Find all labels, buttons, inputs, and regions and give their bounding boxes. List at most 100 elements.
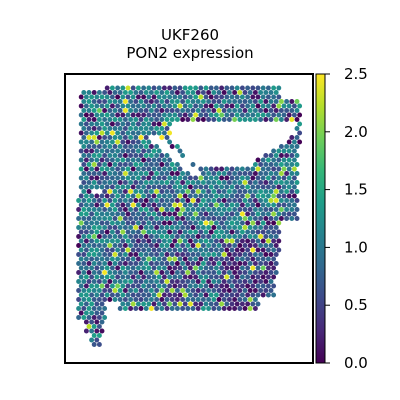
spot bbox=[258, 180, 264, 185]
spot bbox=[268, 225, 274, 230]
spot bbox=[245, 274, 251, 280]
spot bbox=[86, 189, 92, 194]
spot bbox=[81, 315, 87, 320]
spot bbox=[83, 94, 89, 100]
spot bbox=[143, 189, 149, 194]
spot bbox=[294, 207, 300, 212]
spot bbox=[265, 283, 271, 289]
spot bbox=[271, 112, 277, 118]
spot bbox=[276, 247, 282, 253]
spot bbox=[278, 171, 284, 176]
spot bbox=[234, 175, 240, 181]
spot bbox=[76, 306, 82, 311]
spot bbox=[117, 117, 123, 122]
spot bbox=[102, 180, 108, 185]
colorbar-tick-label: 0.0 bbox=[344, 354, 368, 372]
spot bbox=[182, 94, 188, 100]
spot bbox=[219, 220, 225, 226]
spot bbox=[177, 211, 183, 217]
spot bbox=[229, 175, 235, 181]
spot bbox=[291, 166, 297, 172]
spot bbox=[174, 207, 180, 212]
spot bbox=[213, 229, 219, 235]
spot bbox=[146, 85, 152, 91]
spot bbox=[130, 112, 136, 118]
spot bbox=[120, 292, 126, 298]
spot bbox=[102, 135, 108, 140]
spot bbox=[239, 112, 245, 118]
spot bbox=[242, 243, 248, 248]
spot bbox=[102, 144, 108, 149]
spot bbox=[138, 189, 144, 194]
spot bbox=[117, 297, 123, 302]
spot bbox=[148, 198, 154, 203]
spot bbox=[185, 189, 191, 194]
spot bbox=[112, 279, 118, 284]
spot bbox=[141, 112, 147, 118]
spot bbox=[135, 112, 141, 118]
spot bbox=[130, 148, 136, 154]
spot bbox=[115, 175, 121, 181]
spot bbox=[182, 103, 188, 109]
spot bbox=[234, 274, 240, 280]
spot bbox=[104, 130, 110, 136]
colorbar-tick-label: 2.5 bbox=[344, 65, 368, 83]
chart-title: UKF260 PON2 expression bbox=[0, 26, 380, 62]
spot bbox=[122, 288, 128, 293]
spot bbox=[135, 139, 141, 145]
spot bbox=[96, 261, 102, 266]
spot bbox=[78, 256, 84, 262]
spot bbox=[86, 288, 92, 293]
spot bbox=[122, 261, 128, 266]
spot bbox=[122, 225, 128, 230]
spot bbox=[255, 103, 261, 109]
spot bbox=[117, 144, 123, 149]
spot bbox=[211, 288, 217, 293]
spot bbox=[164, 117, 170, 122]
spot bbox=[159, 207, 165, 212]
spot bbox=[164, 108, 170, 113]
spot bbox=[159, 279, 165, 284]
spot bbox=[226, 261, 232, 266]
spot bbox=[198, 229, 204, 235]
spot bbox=[177, 94, 183, 100]
spot bbox=[206, 252, 212, 257]
spot bbox=[115, 193, 121, 199]
spot bbox=[107, 198, 113, 203]
spot bbox=[128, 288, 134, 293]
spot bbox=[263, 225, 269, 230]
spot bbox=[99, 220, 105, 226]
spot bbox=[250, 274, 256, 280]
spot bbox=[120, 166, 126, 172]
spot bbox=[271, 166, 277, 172]
spot bbox=[104, 238, 110, 244]
spot bbox=[193, 256, 199, 262]
spot bbox=[234, 283, 240, 289]
spot bbox=[221, 216, 227, 221]
spot bbox=[229, 103, 235, 109]
spot bbox=[203, 220, 209, 226]
spot bbox=[200, 117, 206, 122]
spot bbox=[203, 211, 209, 217]
spot bbox=[268, 216, 274, 221]
spot bbox=[263, 261, 269, 266]
spot bbox=[91, 108, 97, 113]
spot bbox=[86, 324, 92, 329]
spot bbox=[198, 220, 204, 226]
spot bbox=[167, 256, 173, 262]
spot bbox=[229, 211, 235, 217]
spot bbox=[86, 126, 92, 131]
spot bbox=[102, 117, 108, 122]
spot bbox=[164, 126, 170, 131]
spot bbox=[102, 243, 108, 248]
spot bbox=[128, 162, 134, 167]
spot bbox=[187, 202, 193, 208]
spot bbox=[120, 130, 126, 136]
spot bbox=[268, 162, 274, 167]
spot bbox=[143, 144, 149, 149]
spot bbox=[211, 297, 217, 302]
spot bbox=[154, 117, 160, 122]
spot bbox=[156, 166, 162, 172]
spot bbox=[185, 216, 191, 221]
spot bbox=[138, 117, 144, 122]
